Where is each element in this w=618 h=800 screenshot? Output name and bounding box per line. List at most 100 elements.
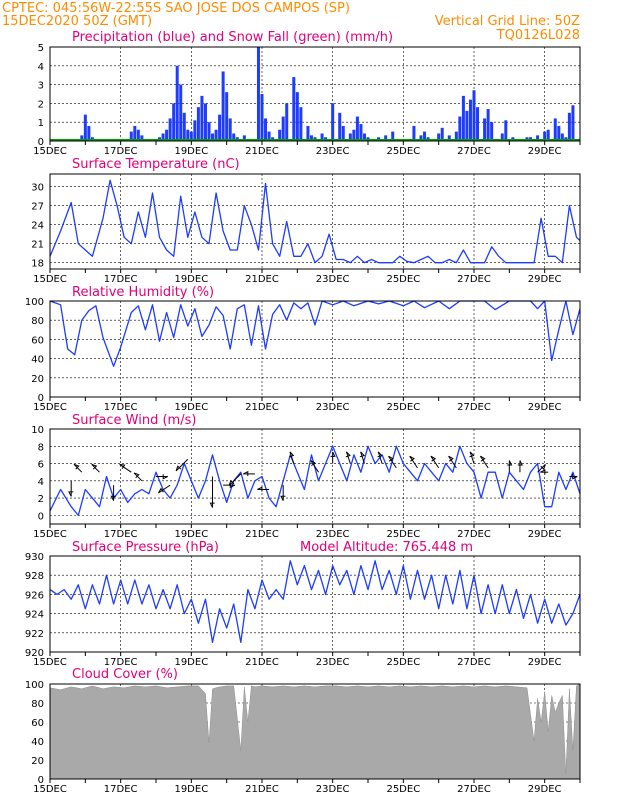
rh-line	[49, 300, 581, 367]
precip-bar	[87, 125, 91, 141]
wind-xtick-label: 23DEC	[316, 529, 350, 540]
precip-bar	[182, 112, 186, 141]
rh-ytick-label: 0	[38, 393, 44, 404]
pressure-xtick-label: 23DEC	[316, 657, 350, 668]
wind-arrow-head	[162, 474, 168, 480]
wind-xtick-label: 17DEC	[104, 529, 138, 540]
precip-bar	[203, 103, 207, 141]
precip-panel: 0 1 2 3 4 5 15DEC 17DEC 19DEC 21DEC 23DEC 25DEC 27DE…	[33, 43, 581, 157]
wind-arrow-head	[507, 460, 513, 466]
precip-bar	[136, 129, 140, 141]
precip-xtick-label: 15DEC	[33, 146, 67, 157]
wind-arrow-head	[359, 451, 366, 458]
precip-bar	[189, 131, 193, 141]
wind-arrow	[479, 455, 489, 469]
wind-arrow-head	[430, 455, 437, 462]
precip-xtick-label: 23DEC	[316, 146, 350, 157]
wind-arrow-head	[409, 455, 415, 462]
pressure-xtick-label: 17DEC	[104, 657, 138, 668]
wind-xtick-label: 15DEC	[33, 529, 67, 540]
wind-arrow-head	[209, 502, 215, 508]
precip-bar	[179, 84, 183, 141]
pressure-ytick-label: 922	[25, 629, 44, 640]
wind-arrow-head	[377, 451, 383, 458]
precip-bar	[476, 107, 480, 141]
temp-xtick-label: 27DEC	[457, 274, 491, 285]
rh-ytick-label: 40	[31, 355, 44, 366]
rh-frame	[49, 300, 581, 398]
cloud-xtick-label: 27DEC	[457, 784, 491, 795]
precip-bar	[207, 122, 211, 141]
precip-bar	[80, 135, 84, 141]
wind-arrow-head	[91, 463, 98, 470]
pressure-line	[49, 560, 581, 644]
pressure-frame	[49, 555, 581, 653]
temp-ytick-label: 18	[31, 259, 44, 270]
precip-bar	[168, 118, 172, 141]
precip-bar	[490, 122, 494, 141]
pressure-xtick-label: 19DEC	[174, 657, 208, 668]
pressure-title: Surface Pressure (hPa)	[72, 540, 219, 555]
precip-bar	[278, 129, 282, 141]
temp-frame	[49, 173, 581, 270]
precip-bar	[567, 112, 571, 141]
precip-bar	[341, 125, 345, 141]
wind-ytick-label: 0	[38, 511, 44, 522]
precip-bar	[454, 131, 458, 141]
wind-arrow	[158, 484, 171, 494]
precip-bar	[267, 131, 271, 141]
wind-ytick-label: 8	[38, 442, 44, 453]
cloud-panel: 0 20 40 60 80 100 15DEC 17DEC 19DEC 21DEC 23DEC 25D…	[25, 680, 581, 795]
precip-ytick-label: 4	[38, 62, 44, 73]
wind-arrow-head	[73, 463, 80, 470]
rh-title: Relative Humidity (%)	[72, 285, 214, 300]
model-altitude: Model Altitude: 765.448 m	[300, 540, 473, 555]
precip-bar	[264, 118, 268, 141]
temp-xtick-label: 19DEC	[174, 274, 208, 285]
pressure-xtick-label: 25DEC	[386, 657, 420, 668]
wind-arrow	[119, 463, 132, 473]
precip-bar	[256, 47, 260, 141]
wind-frame	[49, 428, 581, 525]
precip-bar	[232, 133, 236, 141]
precip-xtick-label: 17DEC	[104, 146, 138, 157]
rh-xtick-label: 19DEC	[174, 402, 208, 413]
temp-xtick-label: 21DEC	[245, 274, 279, 285]
rh-xtick-label: 25DEC	[386, 402, 420, 413]
precip-bar	[553, 118, 557, 141]
wind-arrow-head	[572, 474, 578, 480]
precip-bar	[465, 110, 469, 141]
precip-bar	[391, 131, 395, 141]
wind-arrow-head	[540, 464, 546, 471]
precip-frame	[49, 46, 581, 142]
wind-arrow-head	[469, 451, 475, 458]
precip-bar	[447, 135, 451, 141]
precip-ytick-label: 1	[38, 118, 44, 129]
wind-arrow	[310, 460, 319, 473]
precip-bar	[129, 131, 133, 141]
cloud-xtick-label: 21DEC	[245, 784, 279, 795]
wind-arrow	[133, 472, 143, 482]
wind-arrow-head	[280, 495, 286, 501]
precip-bar	[419, 135, 423, 141]
precip-title: Precipitation (blue) and Snow Fall (gree…	[72, 30, 393, 45]
precip-bar	[218, 114, 222, 141]
precip-bar	[295, 92, 299, 141]
precip-xtick-label: 19DEC	[174, 146, 208, 157]
header-grid-line: Vertical Grid Line: 50Z	[435, 14, 580, 29]
wind-arrow-head	[68, 491, 74, 497]
precip-bar	[196, 107, 200, 141]
rh-ytick-label: 80	[31, 316, 44, 327]
precip-bar	[440, 127, 444, 141]
wind-arrow-head	[540, 469, 546, 475]
wind-arrow-head	[448, 455, 454, 462]
rh-ytick-label: 20	[31, 374, 44, 385]
wind-panel: 0 2 4 6 8 10 15DEC 17DEC 19DEC 21DEC 23DEC 25DEC 27D…	[31, 425, 581, 540]
precip-bar	[200, 95, 204, 141]
wind-xtick-label: 21DEC	[245, 529, 279, 540]
precip-bar	[165, 129, 169, 141]
precip-bar	[437, 133, 441, 141]
precip-bar	[472, 90, 476, 141]
rh-ytick-label: 100	[25, 297, 44, 308]
cloud-xtick-label: 29DEC	[528, 784, 562, 795]
